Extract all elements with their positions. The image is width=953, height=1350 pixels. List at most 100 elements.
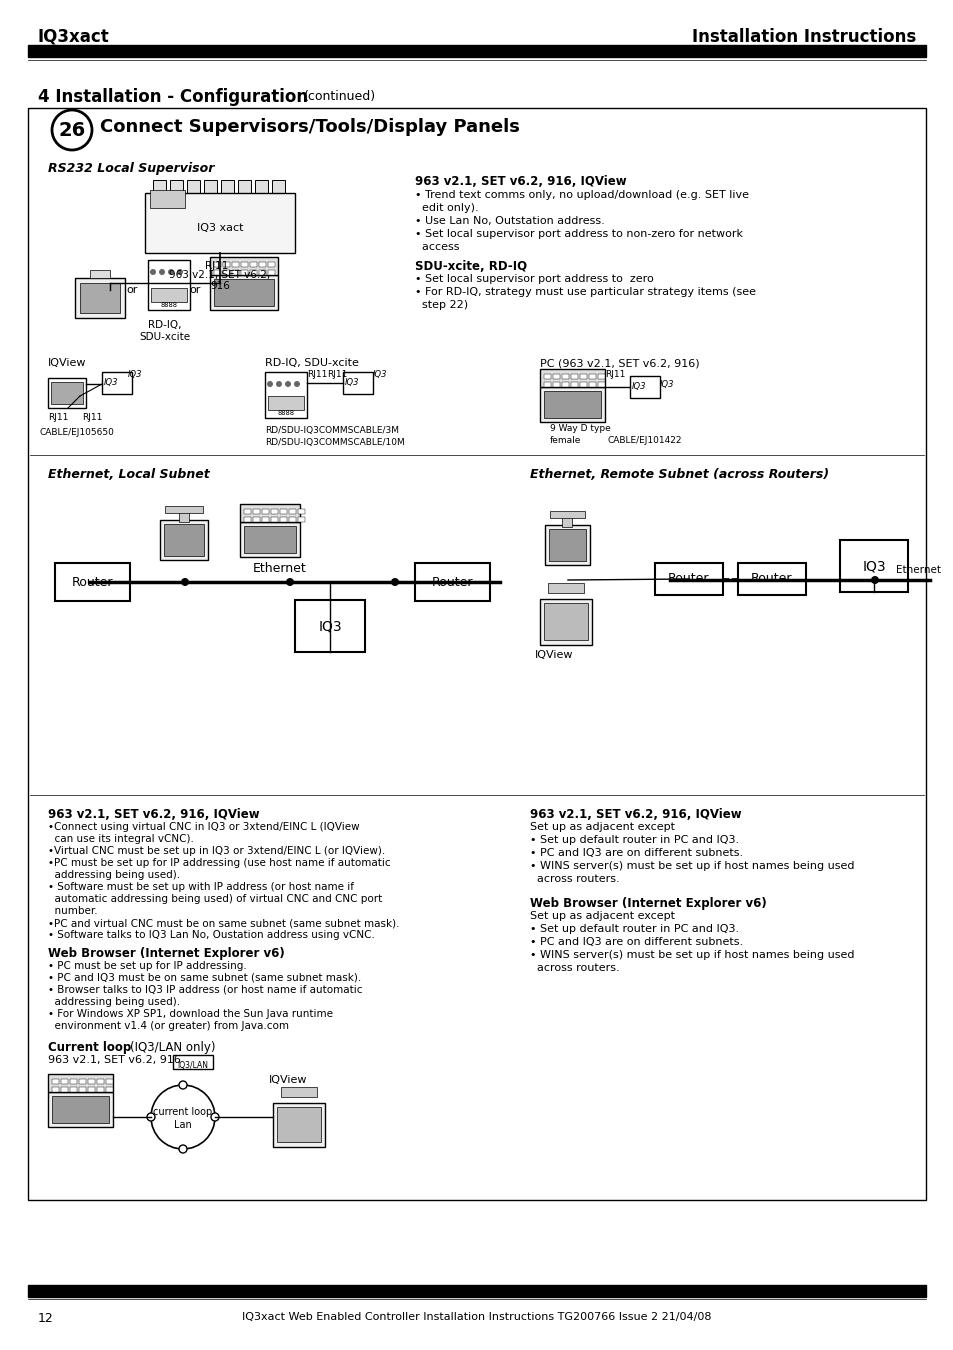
Bar xyxy=(550,512,584,518)
Text: Set up as adjacent except: Set up as adjacent except xyxy=(530,822,675,832)
Circle shape xyxy=(267,381,273,387)
Text: 963 v2.1, SET v6.2, 916, IQView: 963 v2.1, SET v6.2, 916, IQView xyxy=(530,809,740,821)
Bar xyxy=(28,45,925,57)
Text: • WINS server(s) must be set up if host names being used: • WINS server(s) must be set up if host … xyxy=(530,950,854,960)
Circle shape xyxy=(147,1112,154,1120)
Text: IQ3/LAN: IQ3/LAN xyxy=(177,1061,209,1071)
Bar xyxy=(55,563,130,601)
Bar xyxy=(276,1107,320,1142)
Circle shape xyxy=(179,1081,187,1089)
Text: •Connect using virtual CNC in IQ3 or 3xtend/EINC L (IQView: •Connect using virtual CNC in IQ3 or 3xt… xyxy=(48,822,359,832)
Text: 8888: 8888 xyxy=(277,410,294,416)
Text: RJ11: RJ11 xyxy=(327,370,347,379)
Text: • PC and IQ3 must be on same subnet (same subnet mask).: • PC and IQ3 must be on same subnet (sam… xyxy=(48,973,361,983)
Bar xyxy=(253,517,260,522)
Circle shape xyxy=(181,578,189,586)
Text: 963 v2.1, SET v6.2, 916, IQView: 963 v2.1, SET v6.2, 916, IQView xyxy=(415,176,626,188)
Bar xyxy=(210,256,277,275)
Text: (IQ3/LAN only): (IQ3/LAN only) xyxy=(130,1041,215,1054)
Bar xyxy=(553,374,559,379)
Bar xyxy=(579,374,586,379)
Bar xyxy=(102,373,132,394)
Text: addressing being used).: addressing being used). xyxy=(48,998,180,1007)
Bar xyxy=(232,262,239,267)
Bar xyxy=(51,382,83,404)
Bar xyxy=(258,270,266,275)
Circle shape xyxy=(870,576,878,585)
Bar xyxy=(539,369,604,387)
Text: RJ11: RJ11 xyxy=(604,370,625,379)
Text: IQ3: IQ3 xyxy=(631,382,646,391)
Bar xyxy=(548,529,585,562)
Bar xyxy=(579,382,586,387)
Bar xyxy=(213,270,221,275)
Text: • Use Lan No, Outstation address.: • Use Lan No, Outstation address. xyxy=(415,216,604,225)
Text: 963 v2.1, SET v6.2, 916: 963 v2.1, SET v6.2, 916 xyxy=(48,1054,181,1065)
Bar xyxy=(70,1087,77,1092)
Bar xyxy=(571,374,578,379)
Bar xyxy=(28,108,925,1200)
Text: IQ3: IQ3 xyxy=(104,378,118,387)
Text: Ethernet: Ethernet xyxy=(895,566,940,575)
Bar xyxy=(223,270,230,275)
Bar xyxy=(297,517,305,522)
Text: access: access xyxy=(415,242,459,252)
Bar xyxy=(61,1087,68,1092)
Bar xyxy=(210,275,277,310)
Bar xyxy=(539,387,604,423)
Text: • For Windows XP SP1, download the Sun Java runtime: • For Windows XP SP1, download the Sun J… xyxy=(48,1008,333,1019)
Text: across routers.: across routers. xyxy=(530,963,619,973)
Bar xyxy=(79,1087,86,1092)
Text: IQ3: IQ3 xyxy=(659,379,674,389)
Circle shape xyxy=(150,269,156,275)
Bar xyxy=(148,261,190,310)
Text: edit only).: edit only). xyxy=(415,202,478,213)
Bar xyxy=(75,278,125,319)
Text: RD/SDU-IQ3COMMSCABLE/3M: RD/SDU-IQ3COMMSCABLE/3M xyxy=(265,427,398,435)
Text: 8888: 8888 xyxy=(160,302,177,308)
Bar xyxy=(273,1103,325,1147)
Bar xyxy=(268,396,304,410)
Text: • Browser talks to IQ3 IP address (or host name if automatic: • Browser talks to IQ3 IP address (or ho… xyxy=(48,986,362,995)
Bar xyxy=(106,1079,112,1084)
Bar xyxy=(254,180,268,193)
Circle shape xyxy=(168,269,173,275)
Bar xyxy=(588,382,596,387)
Text: • PC and IQ3 are on different subnets.: • PC and IQ3 are on different subnets. xyxy=(530,848,742,859)
Text: IQ3xact: IQ3xact xyxy=(38,28,110,46)
Bar xyxy=(588,374,596,379)
Bar xyxy=(145,193,294,252)
Text: across routers.: across routers. xyxy=(530,873,619,884)
Text: number.: number. xyxy=(48,906,97,917)
Circle shape xyxy=(685,576,693,585)
Bar xyxy=(598,374,604,379)
Circle shape xyxy=(159,269,165,275)
Bar xyxy=(262,517,269,522)
Bar xyxy=(598,382,604,387)
Circle shape xyxy=(211,1112,219,1120)
Text: or: or xyxy=(189,285,200,296)
Bar xyxy=(52,1087,59,1092)
Text: Router: Router xyxy=(71,575,113,589)
Bar xyxy=(61,1079,68,1084)
Bar xyxy=(561,374,568,379)
Bar xyxy=(240,504,299,522)
Text: • Set up default router in PC and IQ3.: • Set up default router in PC and IQ3. xyxy=(530,923,739,934)
Text: •Virtual CNC must be set up in IQ3 or 3xtend/EINC L (or IQView).: •Virtual CNC must be set up in IQ3 or 3x… xyxy=(48,846,385,856)
Bar xyxy=(97,1087,104,1092)
Bar xyxy=(241,262,248,267)
Bar xyxy=(250,270,256,275)
Bar xyxy=(543,374,551,379)
Text: PC (963 v2.1, SET v6.2, 916): PC (963 v2.1, SET v6.2, 916) xyxy=(539,358,699,369)
Text: RJ11: RJ11 xyxy=(307,370,327,379)
Text: RJ11: RJ11 xyxy=(48,413,69,423)
Bar xyxy=(160,520,208,560)
Text: • Set local supervisor port address to  zero: • Set local supervisor port address to z… xyxy=(415,274,653,284)
Text: IQView: IQView xyxy=(269,1075,307,1085)
Text: RJ11: RJ11 xyxy=(82,413,102,423)
Text: • WINS server(s) must be set up if host names being used: • WINS server(s) must be set up if host … xyxy=(530,861,854,871)
Circle shape xyxy=(391,578,398,586)
Text: IQ3xact Web Enabled Controller Installation Instructions TG200766 Issue 2 21/04/: IQ3xact Web Enabled Controller Installat… xyxy=(242,1312,711,1322)
Text: • Trend text comms only, no upload/download (e.g. SET live: • Trend text comms only, no upload/downl… xyxy=(415,190,748,200)
Text: automatic addressing being used) of virtual CNC and CNC port: automatic addressing being used) of virt… xyxy=(48,894,382,904)
